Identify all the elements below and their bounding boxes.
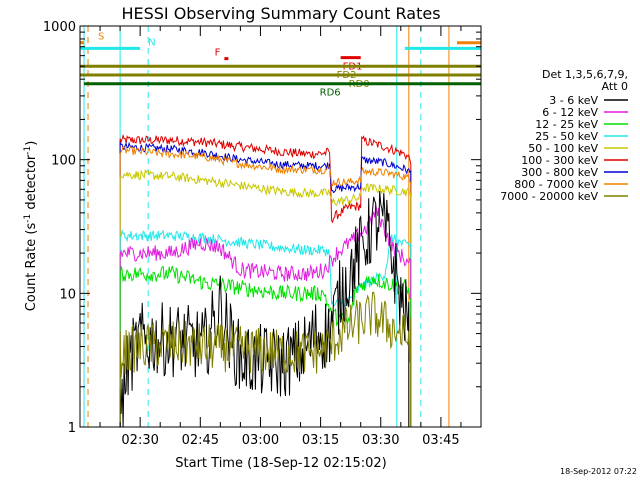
x-tick-label: 03:15 [302,433,339,448]
legend-entry-label: 6 - 12 keV [542,106,598,119]
legend-entry-label: 50 - 100 keV [528,142,598,155]
legend-entry-label: 300 - 800 keV [521,166,598,179]
legend-entry-label: 3 - 6 keV [549,94,598,107]
series-line [119,265,412,427]
series-line [119,204,412,427]
series-line [119,133,412,427]
x-tick-label: 02:45 [182,433,219,448]
x-tick-label: 03:45 [422,433,459,448]
series-line [119,291,412,427]
series-line [119,168,412,427]
x-tick-label: 02:30 [121,433,158,448]
legend-header: Att 0 [602,80,628,93]
legend-entry-label: 7000 - 20000 keV [500,190,598,203]
y-tick-label: 1000 [43,20,76,35]
y-axis-label: Count Rate (s-1 detector-1) [23,141,39,312]
legend-header: Det 1,3,5,6,7,9, [542,68,628,81]
legend-entry-label: 25 - 50 keV [535,130,598,143]
legend-entry-label: 12 - 25 keV [535,118,598,131]
x-axis-label: Start Time (18-Sep-12 02:15:02) [175,456,386,471]
y-tick-label: 100 [51,154,76,169]
series-line [119,145,412,427]
footer-timestamp: 18-Sep-2012 07:22 [560,467,637,476]
flag-label-n: N [148,37,155,48]
series-line [119,190,410,428]
y-tick-label: 10 [59,287,76,302]
x-tick-label: 03:00 [242,433,279,448]
flag-label-f: F [215,48,221,59]
flag-label-s: S [98,32,104,43]
chart-title: HESSI Observing Summary Count Rates [121,4,440,23]
legend-entry-label: 800 - 7000 keV [514,178,598,191]
x-tick-label: 03:30 [362,433,399,448]
series-line [119,141,412,427]
y-tick-label: 1 [68,421,76,436]
legend-entry-label: 100 - 300 keV [521,154,598,167]
flag-label-rd6: RD6 [320,88,341,99]
